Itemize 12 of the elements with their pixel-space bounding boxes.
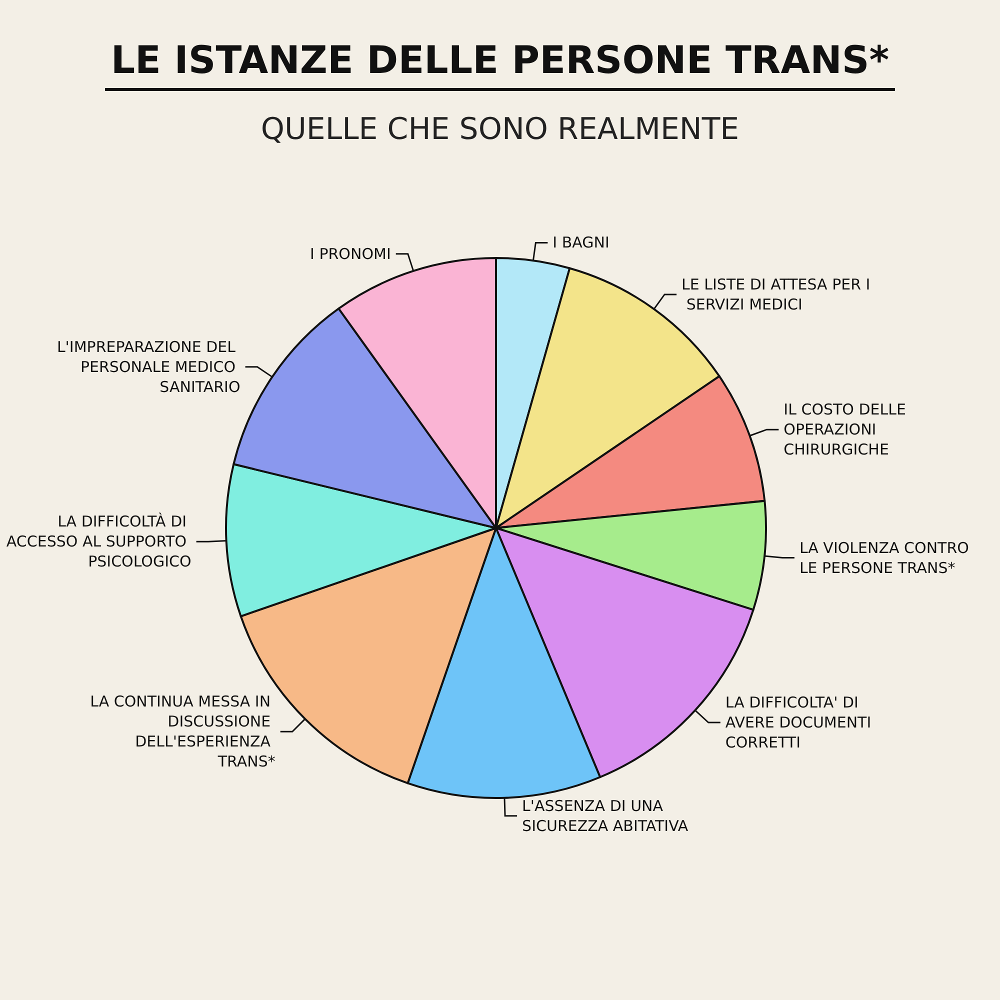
slice-label: LE LISTE DI ATTESA PER I SERVIZI MEDICI [682, 275, 870, 314]
slice-label: IL COSTO DELLE OPERAZIONI CHIRURGICHE [784, 400, 911, 459]
slice-label: I BAGNI [552, 234, 610, 252]
slice-label: LA DIFFICOLTÀ DI ACCESSO AL SUPPORTO PSICOLOGICO [6, 512, 192, 571]
slice-label: I PRONOMI [310, 244, 391, 263]
slice-label: L'IMPREPARAZIONE DEL PERSONALE MEDICO SANITARIO [56, 338, 240, 396]
slice-label: LA DIFFICOLTA' DI AVERE DOCUMENTI CORRETTI [725, 693, 876, 752]
slice-label: LA VIOLENZA CONTRO LE PERSONE TRANS* [799, 538, 974, 577]
slice-label: L'ASSENZA DI UNA SICUREZZA ABITATIVA [522, 796, 689, 835]
slice-label: LA CONTINUA MESSA IN DISCUSSIONE DELL'ESPERIENZA TRANS* [90, 692, 276, 771]
chart-subtitle: QUELLE CHE SONO REALMENTE [260, 112, 740, 147]
chart-title: LE ISTANZE DELLE PERSONE TRANS* [104, 38, 896, 91]
